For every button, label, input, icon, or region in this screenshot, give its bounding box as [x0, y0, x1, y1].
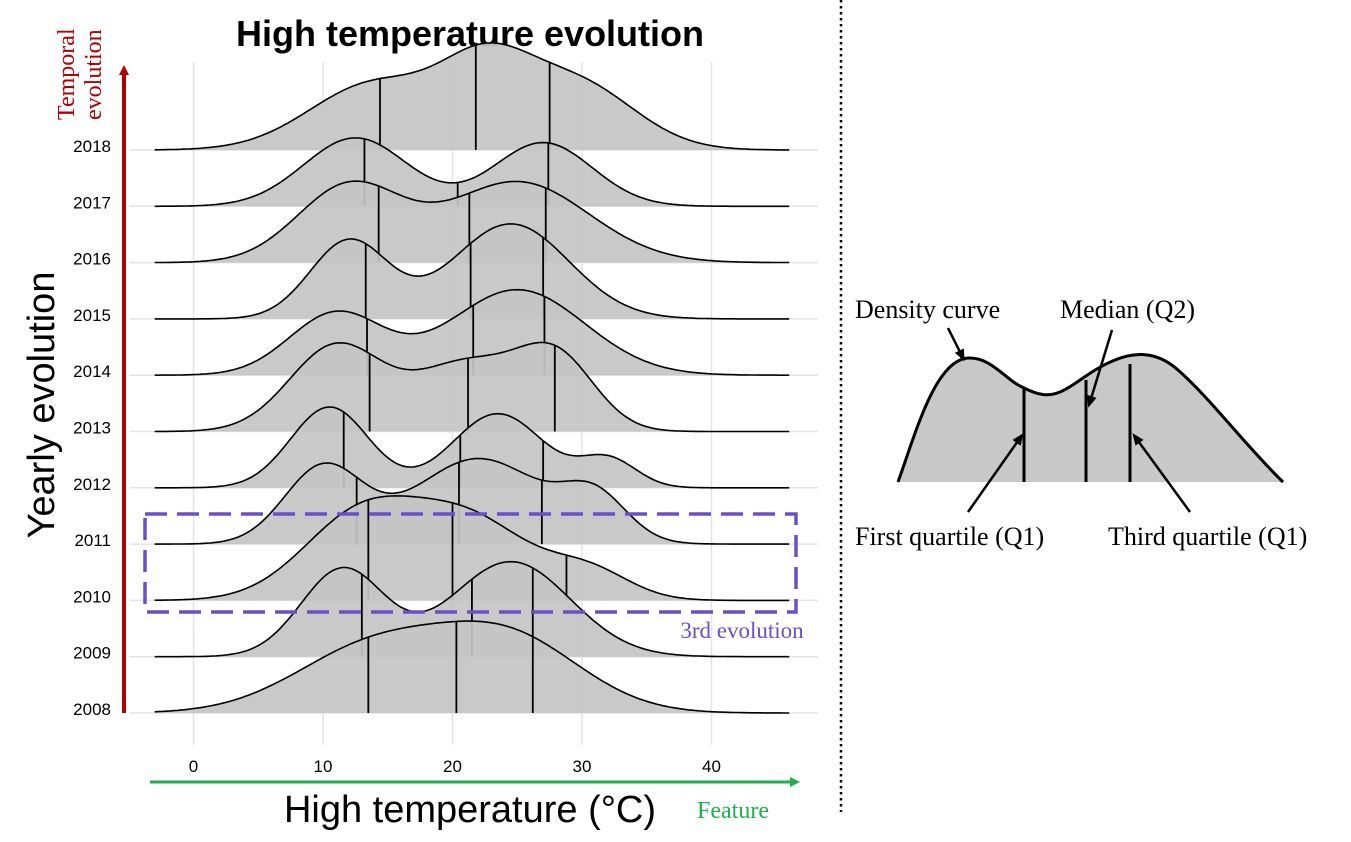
temporal-label-line2: evolution [81, 29, 107, 120]
third-quartile-label: Third quartile (Q1) [1108, 522, 1307, 551]
year-label-2012: 2012 [73, 475, 111, 494]
ridge-curve-2015 [154, 223, 790, 320]
ridge-curve-2013 [154, 341, 790, 433]
q1-pointer-arrow [966, 433, 1024, 513]
ridges [154, 42, 790, 714]
x-tick-label-30: 30 [573, 757, 592, 776]
density-curve-label: Density curve [855, 295, 1000, 324]
legend-diagram: Density curve Median (Q2) First quartile… [855, 295, 1307, 551]
ridge-fill-2018 [154, 42, 790, 150]
legend-density-curve [896, 353, 1285, 484]
ridge-fill-2011 [154, 458, 790, 545]
ridge-2013 [154, 341, 790, 433]
ridge-2008 [154, 620, 790, 714]
x-tick-label-40: 40 [702, 757, 721, 776]
x-tick-labels: 0 10 20 30 40 [189, 757, 721, 776]
ridge-curve-2016 [154, 180, 790, 264]
x-tick-label-0: 0 [189, 757, 198, 776]
x-tick-label-10: 10 [314, 757, 333, 776]
ridge-curve-2018 [154, 42, 790, 151]
ridge-2018 [154, 42, 790, 151]
feature-label: Feature [697, 798, 769, 824]
first-quartile-label: First quartile (Q1) [855, 522, 1044, 551]
legend-density-fill [898, 354, 1283, 482]
highlight-label: 3rd evolution [680, 618, 804, 643]
year-label-2017: 2017 [73, 193, 111, 212]
ridge-curve-2009 [154, 560, 790, 658]
ridge-fill-2015 [154, 223, 790, 319]
ridge-curve-2010 [154, 495, 790, 602]
q3-pointer-arrow [1132, 433, 1192, 513]
median-label: Median (Q2) [1060, 295, 1195, 324]
year-label-2016: 2016 [73, 250, 111, 269]
ridge-curve-2017 [154, 137, 790, 208]
ridge-fill-2008 [154, 621, 790, 713]
year-label-2009: 2009 [73, 644, 111, 663]
year-tick-labels: 2008 2009 2010 2011 2012 2013 2014 2015 2016 2017… [73, 137, 111, 719]
year-label-2011: 2011 [74, 531, 111, 550]
y-axis-label: Yearly evolution [21, 272, 63, 539]
ridge-curve-2014 [154, 288, 790, 376]
ridge-fill-2013 [154, 342, 790, 432]
year-label-2013: 2013 [73, 419, 111, 438]
ridge-curve-2011 [154, 457, 790, 545]
ridge-curve-2012 [154, 406, 790, 489]
density-pointer-arrow [946, 327, 965, 362]
year-label-2010: 2010 [73, 587, 111, 606]
ridge-fill-2010 [154, 495, 790, 601]
x-tick-label-20: 20 [443, 757, 462, 776]
x-axis-label: High temperature (°C) [284, 789, 656, 831]
ridge-curve-2008 [154, 620, 790, 714]
ridge-fill-2017 [154, 137, 790, 207]
year-label-2014: 2014 [73, 362, 111, 381]
median-pointer-arrow [1086, 329, 1114, 408]
highlight-box [143, 512, 798, 614]
year-label-2008: 2008 [73, 700, 111, 719]
temporal-label-line1: Temporal [54, 28, 80, 120]
ridge-2016 [154, 180, 790, 264]
year-label-2018: 2018 [73, 137, 111, 156]
year-label-2015: 2015 [73, 306, 111, 325]
